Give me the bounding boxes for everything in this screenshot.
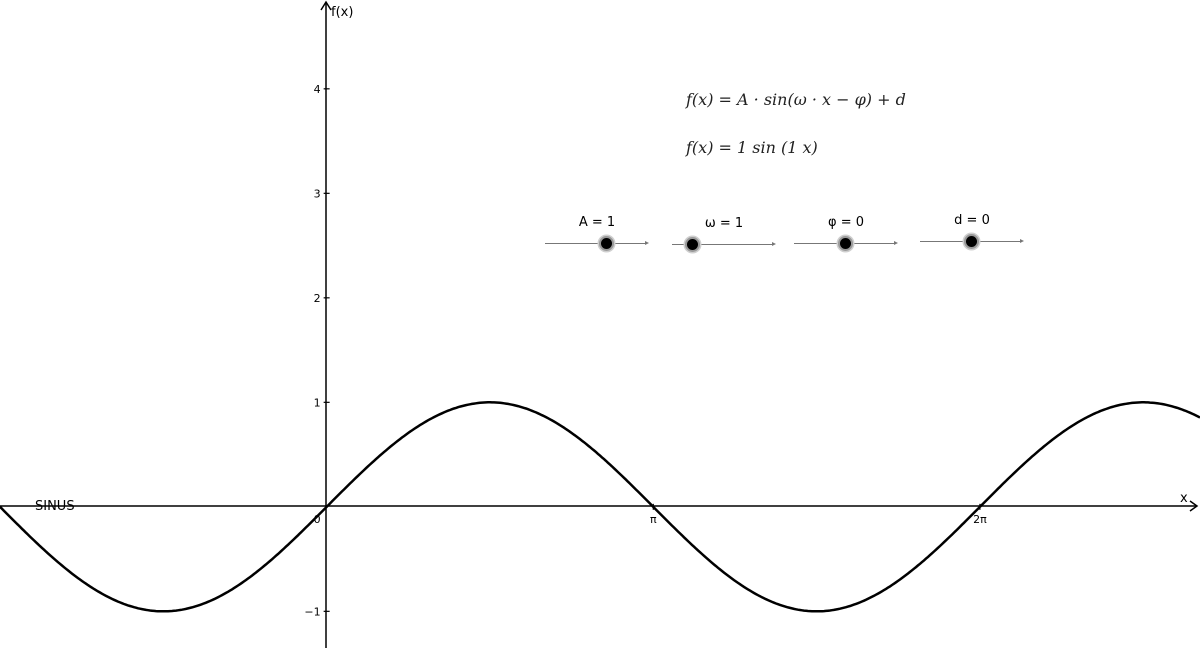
slider-omega-track[interactable] (672, 242, 776, 246)
slider-a-track[interactable] (545, 241, 649, 245)
general-formula: f(x) = A · sin(ω · x − φ) + d (686, 90, 906, 109)
slider-omega-knob[interactable] (684, 237, 700, 252)
y-tick-label: 2 (314, 292, 321, 305)
slider-phi-knob[interactable] (838, 236, 853, 251)
slider-phi-label: φ = 0 (827, 215, 864, 230)
x-tick-label: π (650, 513, 657, 526)
slider-a-knob[interactable] (599, 236, 615, 251)
y-ticks: −1 1 2 3 4 (304, 83, 330, 618)
slider-d[interactable]: d = 0 (920, 213, 1024, 253)
y-tick-label: 1 (314, 396, 321, 409)
x-tick-label: 2π (973, 513, 987, 526)
slider-a-label: A = 1 (578, 215, 616, 230)
y-axis-label: f(x) (331, 5, 353, 20)
current-formula: f(x) = 1 sin (1 x) (686, 138, 818, 157)
x-ticks: 0 π 2π (314, 503, 987, 526)
slider-d-knob[interactable] (964, 234, 979, 249)
x-tick-label: 0 (314, 513, 321, 526)
y-tick-label: 3 (314, 187, 321, 200)
x-axis-label: x (1180, 491, 1188, 506)
slider-omega[interactable]: ω = 1 (672, 216, 776, 256)
x-axis-arrow (1189, 500, 1199, 512)
slider-a[interactable]: A = 1 (545, 215, 649, 255)
slider-d-label: d = 0 (954, 213, 990, 228)
y-tick-label: −1 (304, 605, 320, 618)
y-axis-arrow (320, 0, 332, 11)
sine-curve[interactable] (0, 401, 1200, 613)
y-tick-label: 4 (314, 83, 321, 96)
slider-phi[interactable]: φ = 0 (794, 215, 898, 255)
slider-omega-label: ω = 1 (704, 216, 744, 231)
curve-label: SINUS (35, 499, 75, 514)
